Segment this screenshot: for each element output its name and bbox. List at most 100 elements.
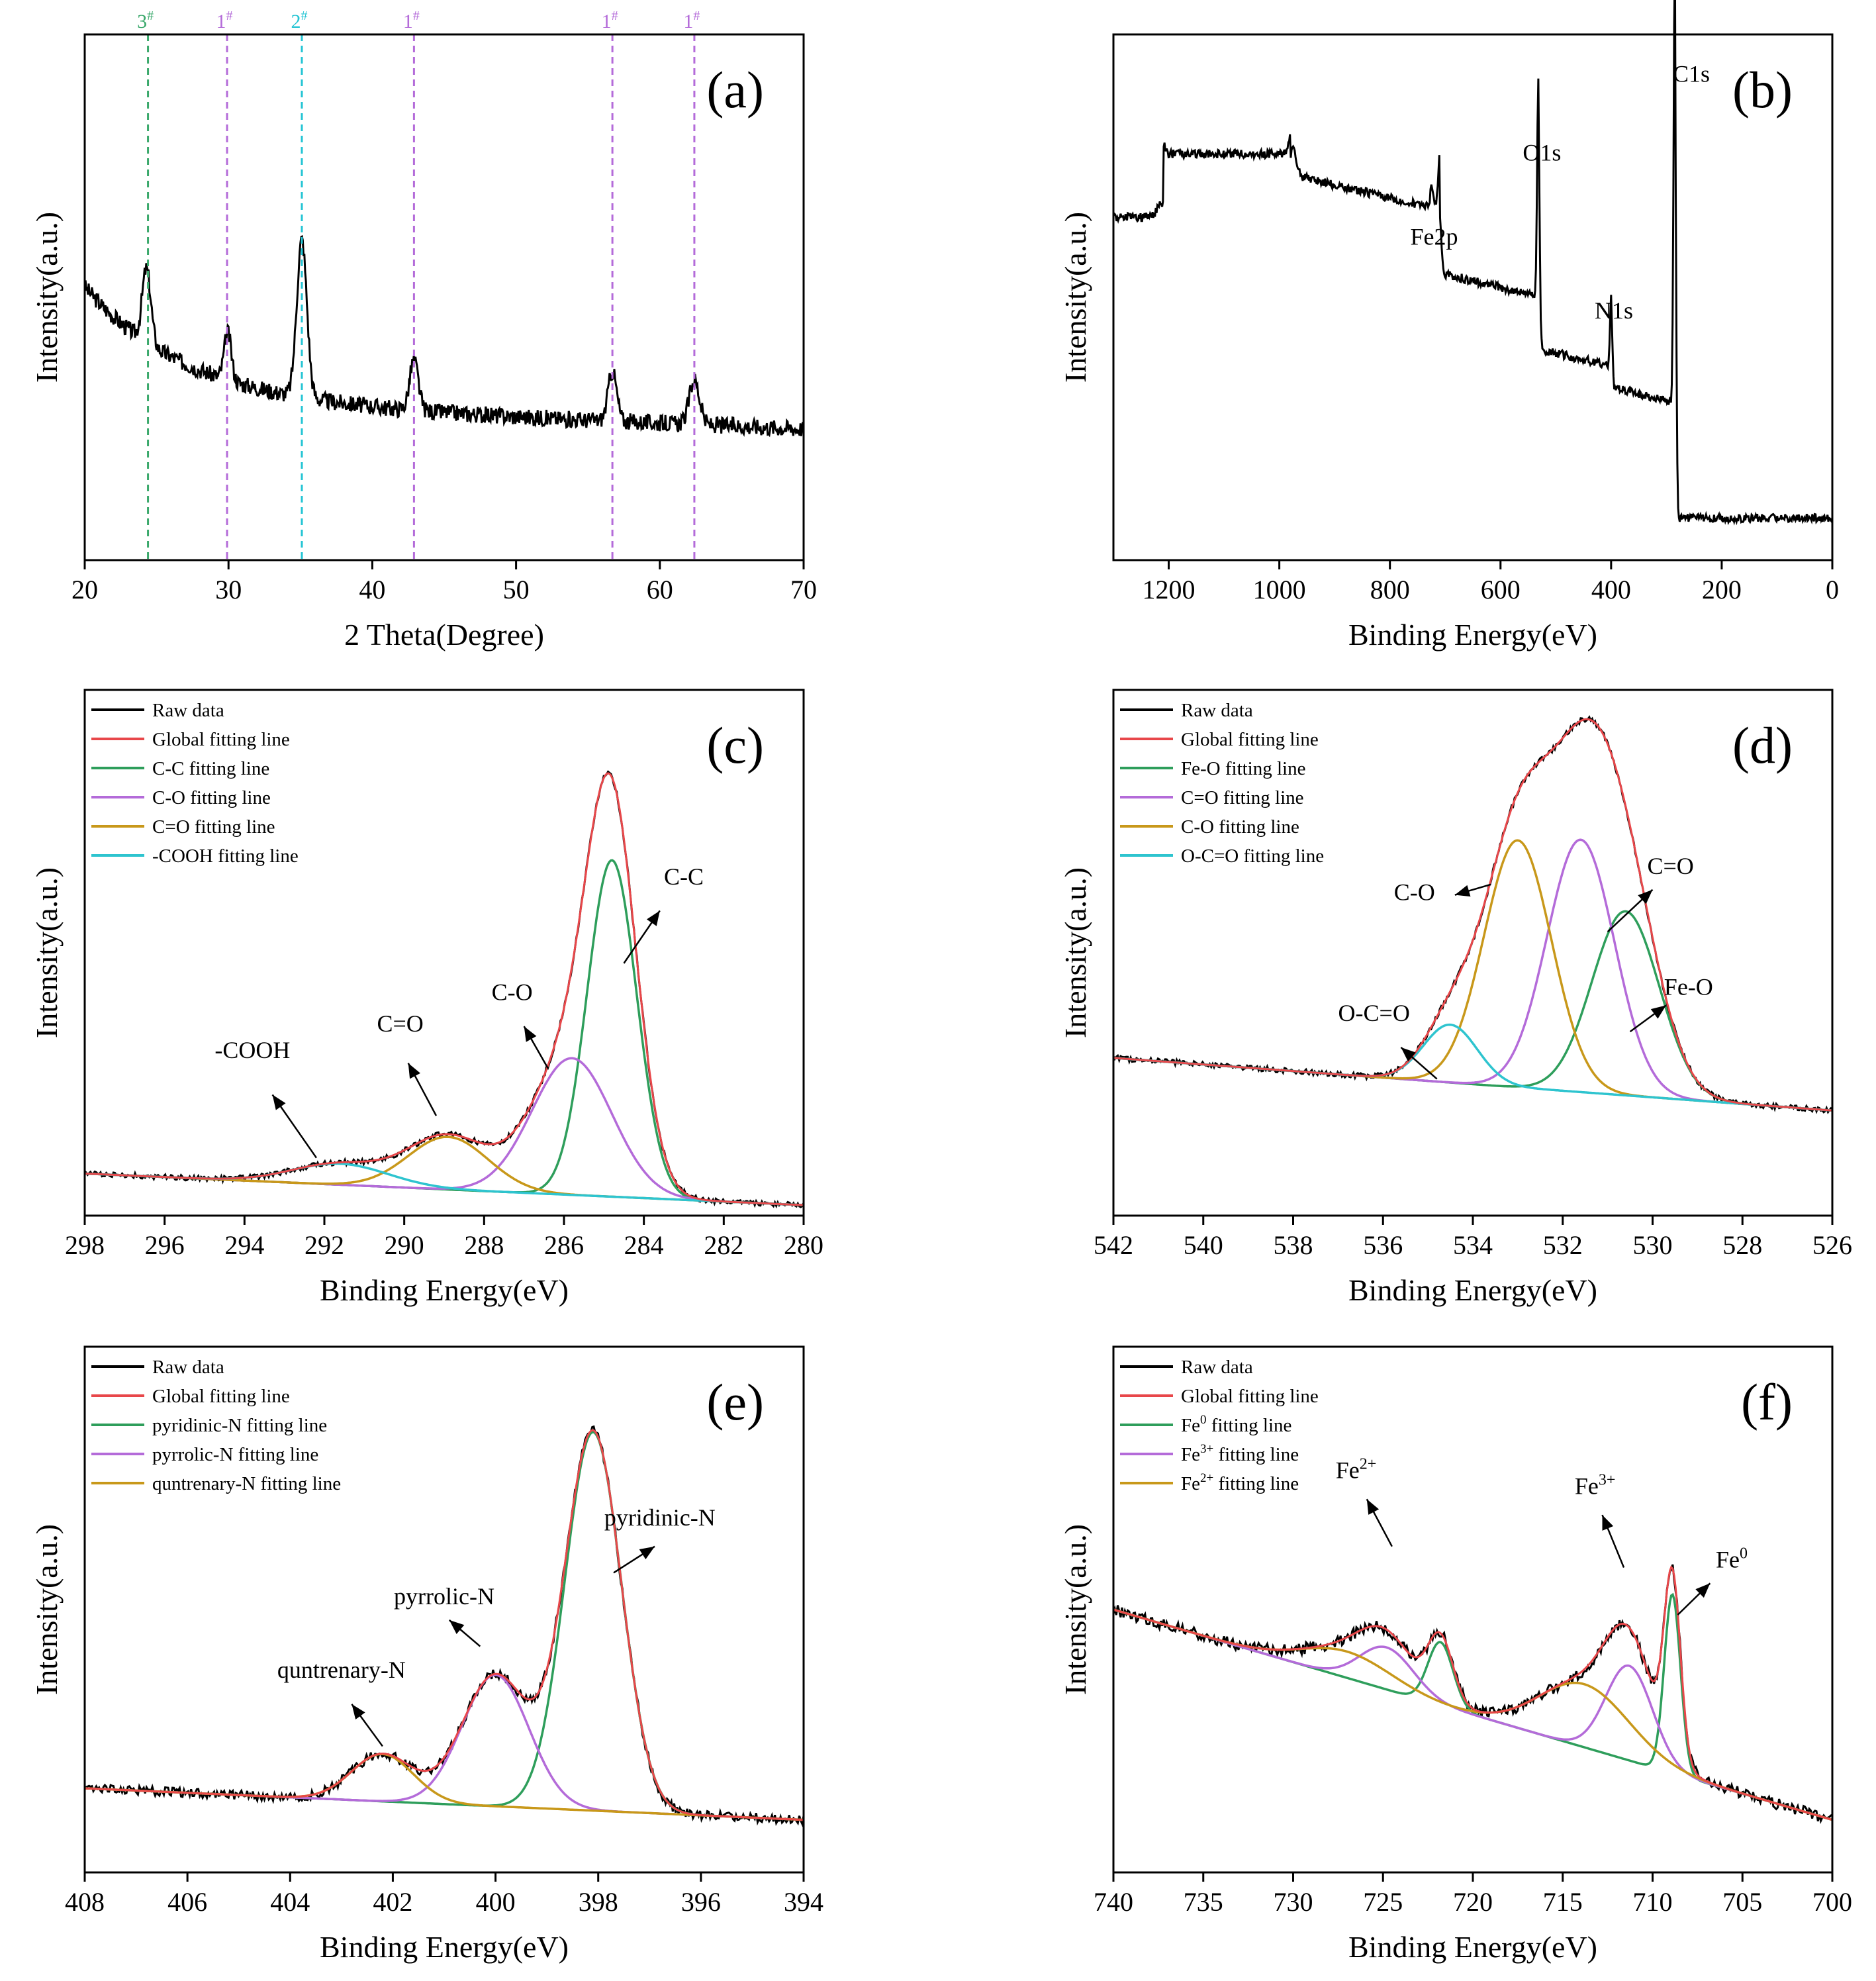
annotation-arrow-head [352, 1704, 365, 1719]
legend-label: Raw data [1181, 700, 1253, 721]
x-tick-label: 298 [65, 1230, 105, 1260]
component-fit-line [1113, 1023, 1833, 1112]
legend-label: Fe-O fitting line [1181, 758, 1305, 779]
annotation-arrow-head [1366, 1499, 1380, 1515]
legend-label: pyridinic-N fitting line [152, 1415, 327, 1436]
x-tick-label: 730 [1274, 1887, 1313, 1917]
global-fit-line [84, 772, 804, 1206]
panel-a: 3# 1# 2# 1# 1# 1# 20 30 40 50 60 70 2 Theta(Degree) I… [30, 9, 817, 652]
annotation-label: Fe3+ [1575, 1471, 1616, 1499]
x-tick-label: 800 [1370, 575, 1410, 604]
legend-label: Fe3+ fitting line [1181, 1442, 1299, 1465]
x-tick-label: 288 [464, 1230, 504, 1260]
annotation-label: C=O [1647, 853, 1693, 879]
x-tick-label: 398 [579, 1887, 618, 1917]
legend-label: O-C=O fitting line [1181, 846, 1324, 867]
phase-marker-label: 1# [403, 9, 420, 32]
x-axis-title: Binding Energy(eV) [1348, 618, 1597, 652]
x-tick-label: 296 [145, 1230, 185, 1260]
annotation-label: Fe-O [1664, 974, 1713, 1000]
x-tick-label: 282 [704, 1230, 743, 1260]
annotation-label: Fe2+ [1336, 1456, 1377, 1484]
legend-label: Fe0 fitting line [1181, 1413, 1291, 1436]
component-fit-line [1113, 839, 1833, 1112]
legend-label: Global fitting line [1181, 729, 1319, 750]
legend-label: Raw data [1181, 1357, 1253, 1378]
plot-frame [83, 33, 805, 561]
annotation-arrow-head [1638, 889, 1653, 904]
x-axis-title: Binding Energy(eV) [1348, 1930, 1597, 1964]
x-tick-label: 0 [1826, 575, 1839, 604]
panel-f: Raw data Global fitting line Fe0 fitting l… [1058, 1345, 1852, 1964]
global-fit-line [1113, 718, 1833, 1112]
panel-c: Raw data Global fitting line C-C fitting l… [30, 689, 823, 1307]
component-fit-line [84, 859, 804, 1206]
raw-data-line [1112, 1564, 1833, 1824]
y-axis-title: Intensity(a.u.) [30, 212, 64, 383]
phase-marker-label: 3# [137, 9, 154, 32]
x-tick-label: 50 [503, 575, 530, 604]
annotation-arrow-head [1602, 1515, 1614, 1531]
legend-label: Fe2+ fitting line [1181, 1471, 1299, 1494]
annotation-label: pyridinic-N [604, 1504, 716, 1531]
x-tick-label: 292 [305, 1230, 344, 1260]
y-axis-title: Intensity(a.u.) [1058, 867, 1092, 1038]
x-tick-label: 542 [1094, 1230, 1133, 1260]
x-tick-label: 286 [544, 1230, 584, 1260]
annotation-arrow-head [1454, 885, 1471, 897]
x-tick-label: 394 [784, 1887, 823, 1917]
x-tick-label: 40 [359, 575, 385, 604]
x-tick-label: 396 [681, 1887, 721, 1917]
legend-label: pyrrolic-N fitting line [152, 1444, 318, 1465]
peak-label: O1s [1523, 140, 1561, 166]
annotation-arrow-head [408, 1063, 420, 1079]
legend-label: C=O fitting line [1181, 787, 1304, 808]
peak-label: Fe2p [1411, 224, 1458, 250]
annotation-arrow-head [1401, 1047, 1416, 1062]
x-tick-label: 400 [1591, 575, 1631, 604]
x-tick-label: 404 [270, 1887, 310, 1917]
annotation-arrow-head [1695, 1583, 1711, 1598]
phase-marker-label: 1# [602, 9, 618, 32]
legend-label: -COOH fitting line [152, 846, 299, 867]
x-tick-label: 406 [167, 1887, 207, 1917]
x-tick-label: 402 [373, 1887, 412, 1917]
panel-letter: (b) [1732, 61, 1793, 119]
x-tick-label: 700 [1812, 1887, 1852, 1917]
annotation-label: C=O [377, 1010, 423, 1037]
annotation-arrow-head [524, 1026, 537, 1042]
x-tick-label: 60 [647, 575, 673, 604]
annotation-label: C-C [664, 863, 704, 890]
x-axis-title: Binding Energy(eV) [320, 1273, 569, 1307]
x-tick-label: 408 [65, 1887, 105, 1917]
peak-label: C1s [1673, 60, 1710, 87]
annotation-label: quntrenary-N [277, 1657, 406, 1683]
x-tick-label: 200 [1702, 575, 1742, 604]
legend-label: Raw data [152, 700, 224, 721]
x-tick-label: 530 [1633, 1230, 1673, 1260]
x-tick-label: 740 [1094, 1887, 1133, 1917]
x-tick-label: 536 [1363, 1230, 1403, 1260]
legend-label: quntrenary-N fitting line [152, 1473, 341, 1494]
x-tick-label: 280 [784, 1230, 823, 1260]
x-tick-label: 30 [215, 575, 242, 604]
peak-label: N1s [1595, 297, 1633, 324]
data-series-line [1112, 0, 1834, 526]
annotation-label: pyrrolic-N [394, 1583, 494, 1610]
panel-letter: (d) [1732, 716, 1793, 774]
phase-marker-label: 2# [291, 9, 307, 32]
component-fit-line [84, 1057, 804, 1206]
panel-letter: (f) [1741, 1373, 1793, 1431]
legend-label: Raw data [152, 1357, 224, 1378]
panel-e: Raw data Global fitting line pyridinic-N f… [30, 1345, 823, 1964]
x-tick-label: 20 [71, 575, 98, 604]
x-tick-label: 735 [1184, 1887, 1223, 1917]
annotation-arrow-head [449, 1619, 465, 1635]
x-tick-label: 540 [1184, 1230, 1223, 1260]
legend-label: Global fitting line [1181, 1386, 1319, 1407]
legend-label: C-O fitting line [1181, 816, 1299, 838]
x-tick-label: 720 [1453, 1887, 1493, 1917]
plot-frame [83, 1345, 805, 1874]
y-axis-title: Intensity(a.u.) [1058, 212, 1092, 383]
